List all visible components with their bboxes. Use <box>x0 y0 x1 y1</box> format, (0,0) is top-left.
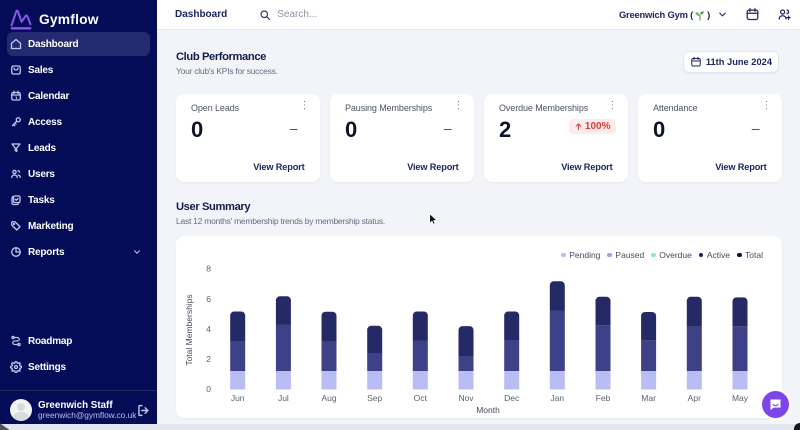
svg-text:Jun: Jun <box>231 393 245 403</box>
svg-text:6: 6 <box>206 294 211 304</box>
svg-text:Sep: Sep <box>367 393 382 403</box>
svg-text:Jan: Jan <box>550 393 564 403</box>
svg-text:4: 4 <box>206 324 211 334</box>
svg-text:May: May <box>732 393 749 403</box>
svg-text:Dec: Dec <box>504 393 520 403</box>
svg-text:Jul: Jul <box>278 393 289 403</box>
svg-text:Month: Month <box>476 405 500 415</box>
svg-text:8: 8 <box>206 264 211 274</box>
svg-text:0: 0 <box>206 384 211 394</box>
svg-text:Apr: Apr <box>688 393 701 403</box>
svg-text:Oct: Oct <box>414 393 428 403</box>
svg-text:Nov: Nov <box>458 393 474 403</box>
svg-text:2: 2 <box>206 354 211 364</box>
svg-text:Total Memberships: Total Memberships <box>184 294 194 365</box>
svg-text:Feb: Feb <box>596 393 611 403</box>
svg-text:Aug: Aug <box>321 393 336 403</box>
svg-text:Mar: Mar <box>641 393 656 403</box>
